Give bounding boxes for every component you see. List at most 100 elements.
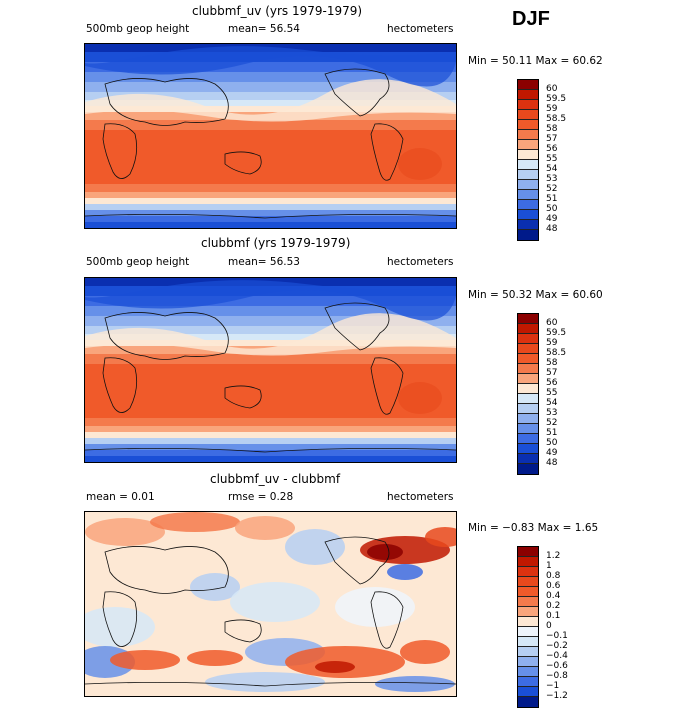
colorbar-swatch bbox=[518, 140, 538, 150]
colorbar-swatch bbox=[518, 90, 538, 100]
contour-band bbox=[85, 438, 456, 444]
colorbar-swatch bbox=[518, 424, 538, 434]
colorbar-swatch bbox=[518, 627, 538, 637]
contour-band bbox=[85, 418, 456, 426]
colorbar-tick-label: 51 bbox=[546, 428, 558, 438]
colorbar-tick-label: 53 bbox=[546, 408, 558, 418]
colorbar-swatch bbox=[518, 607, 538, 617]
coastline bbox=[324, 536, 390, 585]
contour-band bbox=[85, 334, 456, 340]
contour-band bbox=[85, 198, 456, 204]
contour-band bbox=[85, 120, 456, 130]
coastline bbox=[370, 123, 404, 181]
colorbar-tick-label: 56 bbox=[546, 144, 558, 154]
contour-band bbox=[85, 100, 456, 106]
colorbar-tick-label: −0.4 bbox=[546, 651, 568, 661]
contour-blob bbox=[398, 148, 442, 180]
contour-band bbox=[85, 364, 456, 418]
panel-1-units: hectometers bbox=[387, 23, 454, 35]
contour-band bbox=[85, 450, 456, 456]
coastline bbox=[104, 78, 229, 126]
colorbar-tick-label: 48 bbox=[546, 224, 558, 234]
colorbar-tick-label: 0.4 bbox=[546, 591, 561, 601]
panel-2-colorbar bbox=[517, 313, 539, 475]
colorbar-swatch bbox=[518, 220, 538, 230]
contour-wave bbox=[85, 280, 456, 321]
map-field bbox=[85, 278, 456, 462]
panel-1-colorbar bbox=[517, 79, 539, 241]
colorbar-tick-label: 59 bbox=[546, 104, 558, 114]
coastline bbox=[102, 357, 138, 413]
panel-2-map bbox=[84, 277, 457, 463]
colorbar-tick-label: 52 bbox=[546, 418, 558, 428]
contour-blob bbox=[400, 640, 450, 664]
contour-blob bbox=[398, 382, 442, 414]
colorbar-swatch bbox=[518, 230, 538, 240]
contour-band bbox=[85, 62, 456, 72]
contour-blob bbox=[110, 650, 180, 670]
colorbar-swatch bbox=[518, 677, 538, 687]
colorbar-swatch bbox=[518, 587, 538, 597]
colorbar-swatch bbox=[518, 334, 538, 344]
colorbar-tick-label: 60 bbox=[546, 318, 558, 328]
coastline bbox=[102, 123, 138, 179]
colorbar-tick-label: −1.2 bbox=[546, 691, 568, 701]
colorbar-tick-label: 50 bbox=[546, 204, 558, 214]
colorbar-swatch bbox=[518, 110, 538, 120]
contour-band bbox=[85, 444, 456, 450]
colorbar-swatch bbox=[518, 180, 538, 190]
panel-3-title: clubbmf_uv - clubbmf bbox=[210, 472, 341, 486]
panel-1-variable: 500mb geop height bbox=[86, 23, 190, 35]
panel-1-title: clubbmf_uv (yrs 1979-1979) bbox=[192, 4, 363, 18]
contour-band bbox=[85, 216, 456, 222]
coastline bbox=[224, 151, 262, 175]
contour-blob bbox=[230, 582, 320, 622]
colorbar-tick-label: −1 bbox=[546, 681, 560, 691]
colorbar-tick-label: 53 bbox=[546, 174, 558, 184]
contour-band bbox=[85, 192, 456, 198]
colorbar-tick-label: 48 bbox=[546, 458, 558, 468]
panel-1-minmax: Min = 50.11 Max = 60.62 bbox=[468, 55, 603, 67]
contour-wave bbox=[85, 313, 456, 356]
panel-1-map bbox=[84, 43, 457, 229]
colorbar-swatch bbox=[518, 324, 538, 334]
panel-1-colorbar-labels: 60 59.5 59 58.5 58 57 56 55 54 53 52 51 50 49 48 bbox=[546, 84, 566, 234]
colorbar-swatch bbox=[518, 647, 538, 657]
colorbar-swatch bbox=[518, 190, 538, 200]
colorbar-tick-label: 54 bbox=[546, 164, 558, 174]
contour-band bbox=[85, 326, 456, 334]
contour-blob bbox=[315, 661, 355, 673]
colorbar-swatch bbox=[518, 384, 538, 394]
contour-band bbox=[85, 222, 456, 228]
colorbar-swatch bbox=[518, 464, 538, 474]
panel-2-mean: mean= 56.53 bbox=[228, 256, 300, 268]
coastline bbox=[85, 682, 456, 687]
colorbar-swatch bbox=[518, 597, 538, 607]
contour-band bbox=[85, 456, 456, 462]
panel-3-colorbar bbox=[517, 546, 539, 708]
colorbar-tick-label: 57 bbox=[546, 134, 558, 144]
colorbar-tick-label: 60 bbox=[546, 84, 558, 94]
contour-blob bbox=[85, 607, 155, 647]
coastline bbox=[370, 357, 404, 415]
contour-blob bbox=[425, 527, 456, 547]
coastline bbox=[324, 302, 390, 351]
coastline bbox=[224, 619, 262, 643]
colorbar-tick-label: 57 bbox=[546, 368, 558, 378]
colorbar-tick-label: 0.8 bbox=[546, 571, 561, 581]
colorbar-swatch bbox=[518, 80, 538, 90]
contour-band bbox=[85, 106, 456, 112]
colorbar-tick-label: 59.5 bbox=[546, 328, 567, 338]
contour-band bbox=[85, 296, 456, 306]
colorbar-tick-label: −0.6 bbox=[546, 661, 568, 671]
colorbar-tick-label: 0.6 bbox=[546, 581, 561, 591]
colorbar-tick-label: −0.1 bbox=[546, 631, 568, 641]
colorbar-swatch bbox=[518, 200, 538, 210]
panel-3-map bbox=[84, 511, 457, 697]
colorbar-swatch bbox=[518, 657, 538, 667]
contour-band bbox=[85, 340, 456, 346]
colorbar-tick-label: 58.5 bbox=[546, 114, 567, 124]
contour-band bbox=[85, 426, 456, 432]
panel-3-mean: mean = 0.01 bbox=[86, 491, 155, 503]
colorbar-swatch bbox=[518, 394, 538, 404]
